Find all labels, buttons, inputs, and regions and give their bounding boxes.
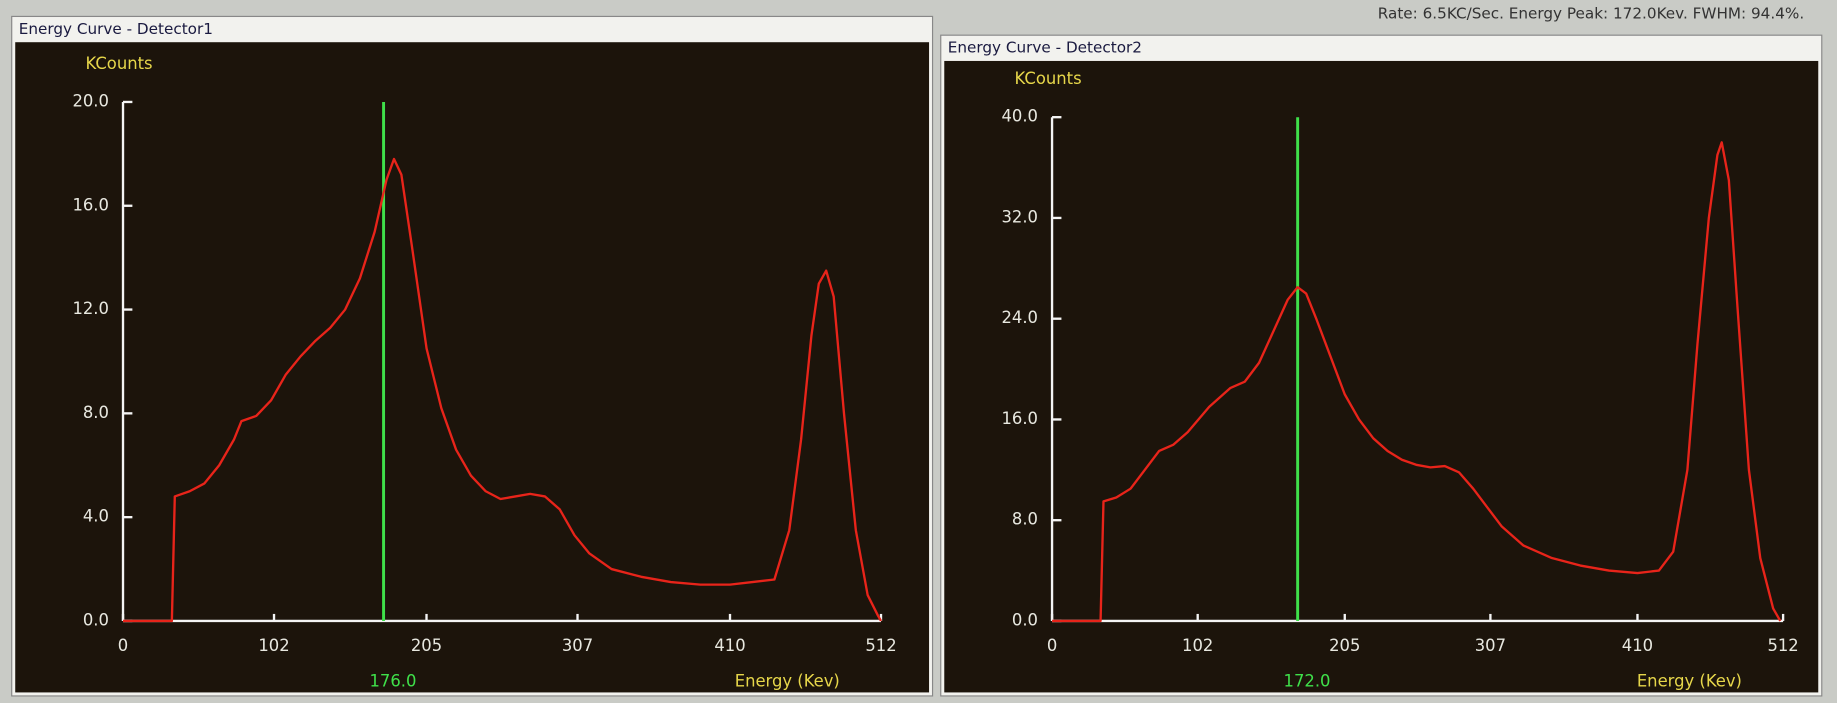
x-tick-label: 410 xyxy=(714,636,745,655)
marker-label: 172.0 xyxy=(1284,671,1331,690)
screen: Rate: 6.5KC/Sec. Energy Peak: 172.0Kev. … xyxy=(0,0,1837,703)
y-tick-label: 16.0 xyxy=(1001,409,1038,428)
plot-area xyxy=(944,61,1818,692)
status-text: Rate: 6.5KC/Sec. Energy Peak: 172.0Kev. … xyxy=(1378,5,1804,23)
x-axis-label: Energy (Kev) xyxy=(1637,671,1742,690)
x-tick-label: 307 xyxy=(562,636,593,655)
page: {"status_bar": {"text": "Rate: 6.5KC/Sec… xyxy=(0,0,1837,703)
y-tick-label: 0.0 xyxy=(1012,610,1038,629)
y-axis-label: KCounts xyxy=(86,54,153,73)
y-tick-label: 8.0 xyxy=(1012,510,1038,529)
y-tick-label: 24.0 xyxy=(1001,308,1038,327)
x-tick-label: 205 xyxy=(1329,636,1360,655)
x-tick-label: 205 xyxy=(411,636,442,655)
x-axis-label: Energy (Kev) xyxy=(735,671,840,690)
x-tick-label: 410 xyxy=(1622,636,1653,655)
x-tick-label: 0 xyxy=(118,636,128,655)
plot-area xyxy=(15,42,929,692)
x-tick-label: 102 xyxy=(1182,636,1213,655)
panel-title: Energy Curve - Detector2 xyxy=(948,39,1142,57)
x-tick-label: 0 xyxy=(1047,636,1057,655)
x-tick-label: 102 xyxy=(258,636,289,655)
y-tick-label: 32.0 xyxy=(1001,207,1038,226)
x-tick-label: 512 xyxy=(865,636,896,655)
marker-label: 176.0 xyxy=(369,671,416,690)
x-tick-label: 512 xyxy=(1767,636,1798,655)
x-tick-label: 307 xyxy=(1475,636,1506,655)
y-tick-label: 20.0 xyxy=(72,91,108,110)
y-tick-label: 8.0 xyxy=(83,403,109,422)
y-tick-label: 4.0 xyxy=(83,507,109,526)
y-tick-label: 40.0 xyxy=(1001,107,1038,126)
panel-title: Energy Curve - Detector1 xyxy=(19,20,213,38)
y-tick-label: 12.0 xyxy=(72,299,108,318)
y-tick-label: 0.0 xyxy=(83,610,109,629)
y-tick-label: 16.0 xyxy=(72,195,108,214)
y-axis-label: KCounts xyxy=(1015,69,1082,88)
